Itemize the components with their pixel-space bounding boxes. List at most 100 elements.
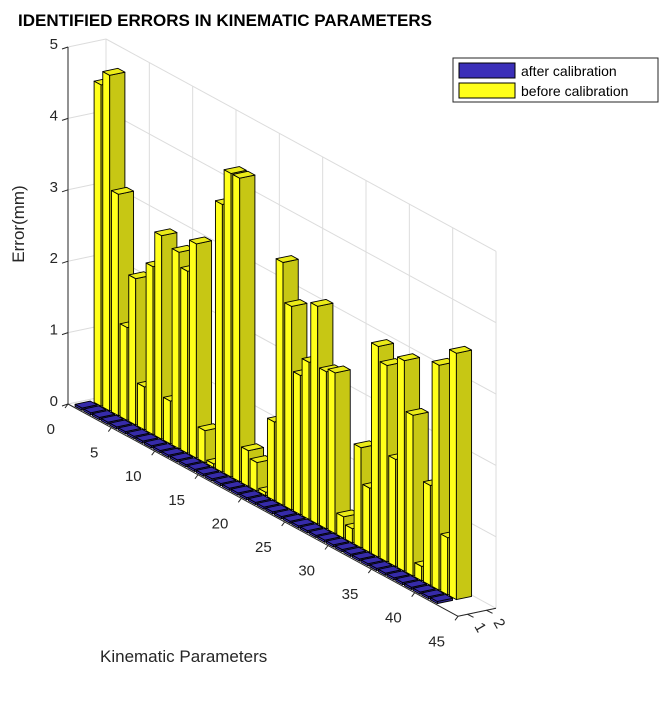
bar-after-top [404,579,428,588]
bar-before-front [162,396,171,445]
bar-after-top [430,594,454,602]
x-tick-mark [151,450,156,456]
bar-before-front [128,274,137,426]
bar-before-side [334,369,351,535]
bar-before-front [397,356,405,572]
bar-before-front [197,426,206,464]
bar-before-side [239,174,256,483]
bar-before-front [423,481,431,586]
legend-swatch-after [458,62,516,79]
bar-before-front [214,200,223,473]
bar-before-top [223,166,247,174]
bar-before-front [449,349,457,601]
bar-before-front [266,417,275,501]
grid-line-z [105,181,497,395]
bar-after-top [265,504,289,513]
x-tick-mark [237,498,242,503]
bar-before-front [362,483,371,553]
bar-before-top [240,443,265,452]
bar-after-top [204,471,228,480]
legend-label-after: after calibration [521,63,617,79]
bar-before-top [102,67,126,76]
bar-before-front [136,382,145,431]
bar-before-top [370,339,395,347]
bar-before-front [180,267,189,454]
bar-after-top [273,509,298,517]
bar-before-front [440,533,449,596]
bar-before-front [110,190,119,417]
y-tick-label: 1 [471,620,490,636]
bar-after-top [187,461,211,470]
z-tick-label: 4 [50,107,58,124]
x-tick-label: 20 [212,515,229,532]
bar-after-top [325,537,350,546]
bar-after-top [256,499,280,508]
bar-after-top [369,561,393,569]
x-tick-label: 15 [168,492,185,509]
axes-layer [67,47,497,617]
bar-before-top [154,228,178,237]
bar-after [308,528,332,539]
chart-title: IDENTIFIED ERRORS IN KINEMATIC PARAMETER… [18,11,432,30]
bar-before-front [336,512,345,539]
bar-before-front [292,371,301,516]
bar-after-top [351,551,376,560]
z-axis-label: Error(mm) [9,185,28,262]
bar-before-front [249,458,258,492]
bar-before-front [370,342,379,558]
bar-after-top [135,433,159,442]
bar-after-top [74,400,98,409]
bar-before-front [379,361,388,563]
bar-after-top [178,457,202,466]
bar-after-top [421,589,445,598]
bar-after-top [143,438,168,447]
z-tick-label: 0 [50,393,58,410]
bar-after-top [126,428,150,437]
bar-after-top [221,480,246,489]
bar-after-top [334,542,358,551]
bar-after-top [386,570,410,579]
bar-before-top [310,298,334,307]
bar-after-top [343,546,367,555]
bar-before-front [171,248,180,450]
x-tick-mark [367,568,372,574]
y-tick-mark [467,613,474,618]
x-tick-mark [194,474,199,480]
x-axis-label: Kinematic Parameters [100,647,267,666]
z-tick-label: 2 [50,250,58,267]
x-tick-mark [281,521,286,527]
bar-after-top [195,466,220,475]
x-tick-label: 40 [385,610,402,627]
x-tick-label: 5 [90,445,98,462]
bar-before-top [188,236,213,245]
y-axis-line [457,607,497,617]
bar-after-top [291,518,315,527]
x-tick-mark [411,592,416,597]
y-tick-label: 2 [490,616,509,632]
z-tick-mark [61,189,69,193]
x-tick-label: 30 [298,563,315,580]
x-tick-label: 45 [428,633,445,650]
bar-after-top [100,414,124,423]
bar-after-top [239,490,263,499]
bar-before [188,236,213,459]
bar-after [430,594,454,605]
bar-before [449,345,473,601]
x-tick-mark [454,615,459,621]
z-tick-label: 5 [50,36,58,53]
bar-before-front [154,231,163,440]
bar-after-top [230,485,254,494]
z-tick-label: 3 [50,179,58,196]
bar-before-front [232,173,241,483]
bar-before-front [275,258,284,506]
bar-after-top [395,575,419,584]
bar-after-top [83,405,107,414]
bar-before-side [455,349,473,601]
bar-before-top [275,255,299,263]
z-tick-mark [61,46,69,50]
bar-before-front [327,368,336,535]
legend: after calibration before calibration [452,57,659,103]
y-tick-mark [486,609,493,614]
bar-after-top [299,523,324,532]
bar-before-top [284,299,308,307]
